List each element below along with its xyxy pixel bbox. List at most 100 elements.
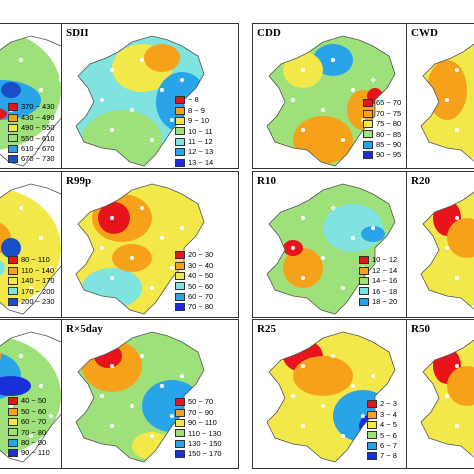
station-marker — [180, 78, 184, 82]
p-r2c3-map-panel: R10 10 ~ 12 12 ~ 14 14 ~ 16 16 ~ 18 18 ~ 20 — [252, 171, 408, 318]
legend-label: 6 ~ 7 — [380, 441, 397, 450]
station-marker — [291, 394, 295, 398]
legend-entry: 12 ~ 14 — [359, 265, 397, 275]
legend-swatch — [8, 438, 18, 447]
legend-label: 80 ~ 90 — [21, 438, 47, 447]
contour-zone — [144, 44, 180, 72]
station-marker — [445, 246, 449, 250]
legend-swatch — [175, 408, 185, 417]
station-marker — [19, 354, 23, 358]
legend-swatch — [175, 116, 185, 125]
legend-swatch — [359, 287, 369, 296]
p-r1c3-map-svg — [266, 35, 396, 167]
p-r3c1-map-svg — [0, 331, 84, 463]
legend-swatch — [8, 113, 18, 122]
legend-entry: 80 ~ 90 — [8, 438, 50, 448]
station-marker — [291, 98, 295, 102]
legend-swatch — [8, 256, 18, 265]
legend-swatch — [175, 418, 185, 427]
legend-entry: 9 ~ 10 — [175, 116, 213, 126]
map-legend: 40 ~ 50 50 ~ 60 60 ~ 70 70 ~ 80 80 ~ 90 90 ~ … — [8, 396, 50, 458]
legend-entry: 90 ~ 95 — [363, 150, 401, 160]
legend-label: 200 ~ 230 — [21, 297, 55, 306]
station-marker — [301, 128, 305, 132]
station-marker — [29, 138, 33, 142]
legend-label: 550 ~ 610 — [21, 133, 55, 143]
station-marker — [110, 216, 114, 220]
legend-label: 2 ~ 3 — [380, 399, 397, 409]
legend-entry: 110 ~ 140 — [8, 265, 55, 275]
station-marker — [291, 246, 295, 250]
legend-swatch — [367, 400, 377, 409]
legend-swatch — [175, 271, 185, 280]
panel-title: R50 — [411, 323, 430, 335]
legend-entry: 16 ~ 18 — [359, 286, 397, 296]
legend-entry: 610 ~ 670 — [8, 144, 55, 154]
legend-swatch — [175, 398, 185, 407]
map-legend: 10 ~ 12 12 ~ 14 14 ~ 16 16 ~ 18 18 ~ 20 — [359, 255, 397, 307]
panel-title: R20 — [411, 175, 430, 187]
station-marker — [455, 424, 459, 428]
legend-label: 430 ~ 490 — [21, 112, 55, 122]
legend-swatch — [363, 109, 373, 118]
legend-swatch — [359, 276, 369, 285]
legend-label: 13 ~ 14 — [188, 157, 214, 167]
legend-entry: 4 ~ 5 — [367, 420, 397, 430]
station-marker — [110, 364, 114, 368]
region-boundary — [266, 183, 396, 315]
map-legend: 370 ~ 430 430 ~ 490 490 ~ 550 550 ~ 610 610 … — [8, 102, 55, 164]
legend-swatch — [363, 119, 373, 128]
station-marker — [331, 58, 335, 62]
station-marker — [371, 78, 375, 82]
legend-entry: 550 ~ 610 — [8, 133, 55, 143]
legend-label: 110 ~ 140 — [21, 265, 55, 275]
legend-entry: 65 ~ 70 — [363, 98, 401, 108]
panel-title: SDII — [66, 27, 89, 39]
legend-entry: 13 ~ 14 — [175, 157, 213, 167]
legend-swatch — [175, 251, 185, 260]
legend-swatch — [175, 261, 185, 270]
station-marker — [351, 384, 355, 388]
contour-zone — [0, 188, 61, 308]
region-boundary — [420, 191, 474, 310]
legend-entry: 70 ~ 75 — [363, 108, 401, 118]
station-marker — [301, 276, 305, 280]
legend-swatch — [367, 420, 377, 429]
legend-label: 12 ~ 14 — [372, 265, 398, 275]
legend-label: 70 ~ 80 — [188, 302, 214, 312]
legend-entry: 20 ~ 30 — [175, 250, 213, 260]
station-marker — [321, 108, 325, 112]
station-marker — [49, 118, 53, 122]
legend-entry: 60 ~ 70 — [8, 417, 50, 427]
legend-label: 16 ~ 18 — [372, 286, 398, 296]
contour-zone — [1, 238, 21, 258]
contour-zone — [447, 366, 474, 406]
legend-entry: 150 ~ 170 — [175, 449, 222, 459]
station-marker — [455, 276, 459, 280]
legend-label: 140 ~ 170 — [21, 276, 55, 286]
legend-swatch — [8, 134, 18, 143]
contour-zone — [283, 248, 323, 288]
panel-title: CDD — [257, 27, 281, 39]
legend-swatch — [363, 99, 373, 108]
legend-label: 5 ~ 6 — [380, 430, 397, 440]
station-marker — [331, 354, 335, 358]
legend-label: 10 ~ 12 — [372, 255, 398, 265]
legend-swatch — [175, 303, 185, 312]
legend-entry: 40 ~ 50 — [175, 271, 213, 281]
station-marker — [170, 118, 174, 122]
legend-label: 130 ~ 150 — [188, 439, 222, 448]
legend-entry: 70 ~ 80 — [8, 427, 50, 437]
station-marker — [301, 68, 305, 72]
legend-label: 60 ~ 70 — [188, 292, 214, 301]
station-marker — [160, 88, 164, 92]
legend-label: 12 ~ 13 — [188, 147, 214, 157]
legend-entry: 11 ~ 12 — [175, 137, 213, 147]
legend-swatch — [8, 407, 18, 416]
legend-entry: 8 ~ 9 — [175, 105, 213, 115]
legend-label: 370 ~ 430 — [21, 102, 55, 112]
station-marker — [160, 384, 164, 388]
legend-entry: 5 ~ 6 — [367, 430, 397, 440]
region-boundary — [266, 35, 396, 167]
